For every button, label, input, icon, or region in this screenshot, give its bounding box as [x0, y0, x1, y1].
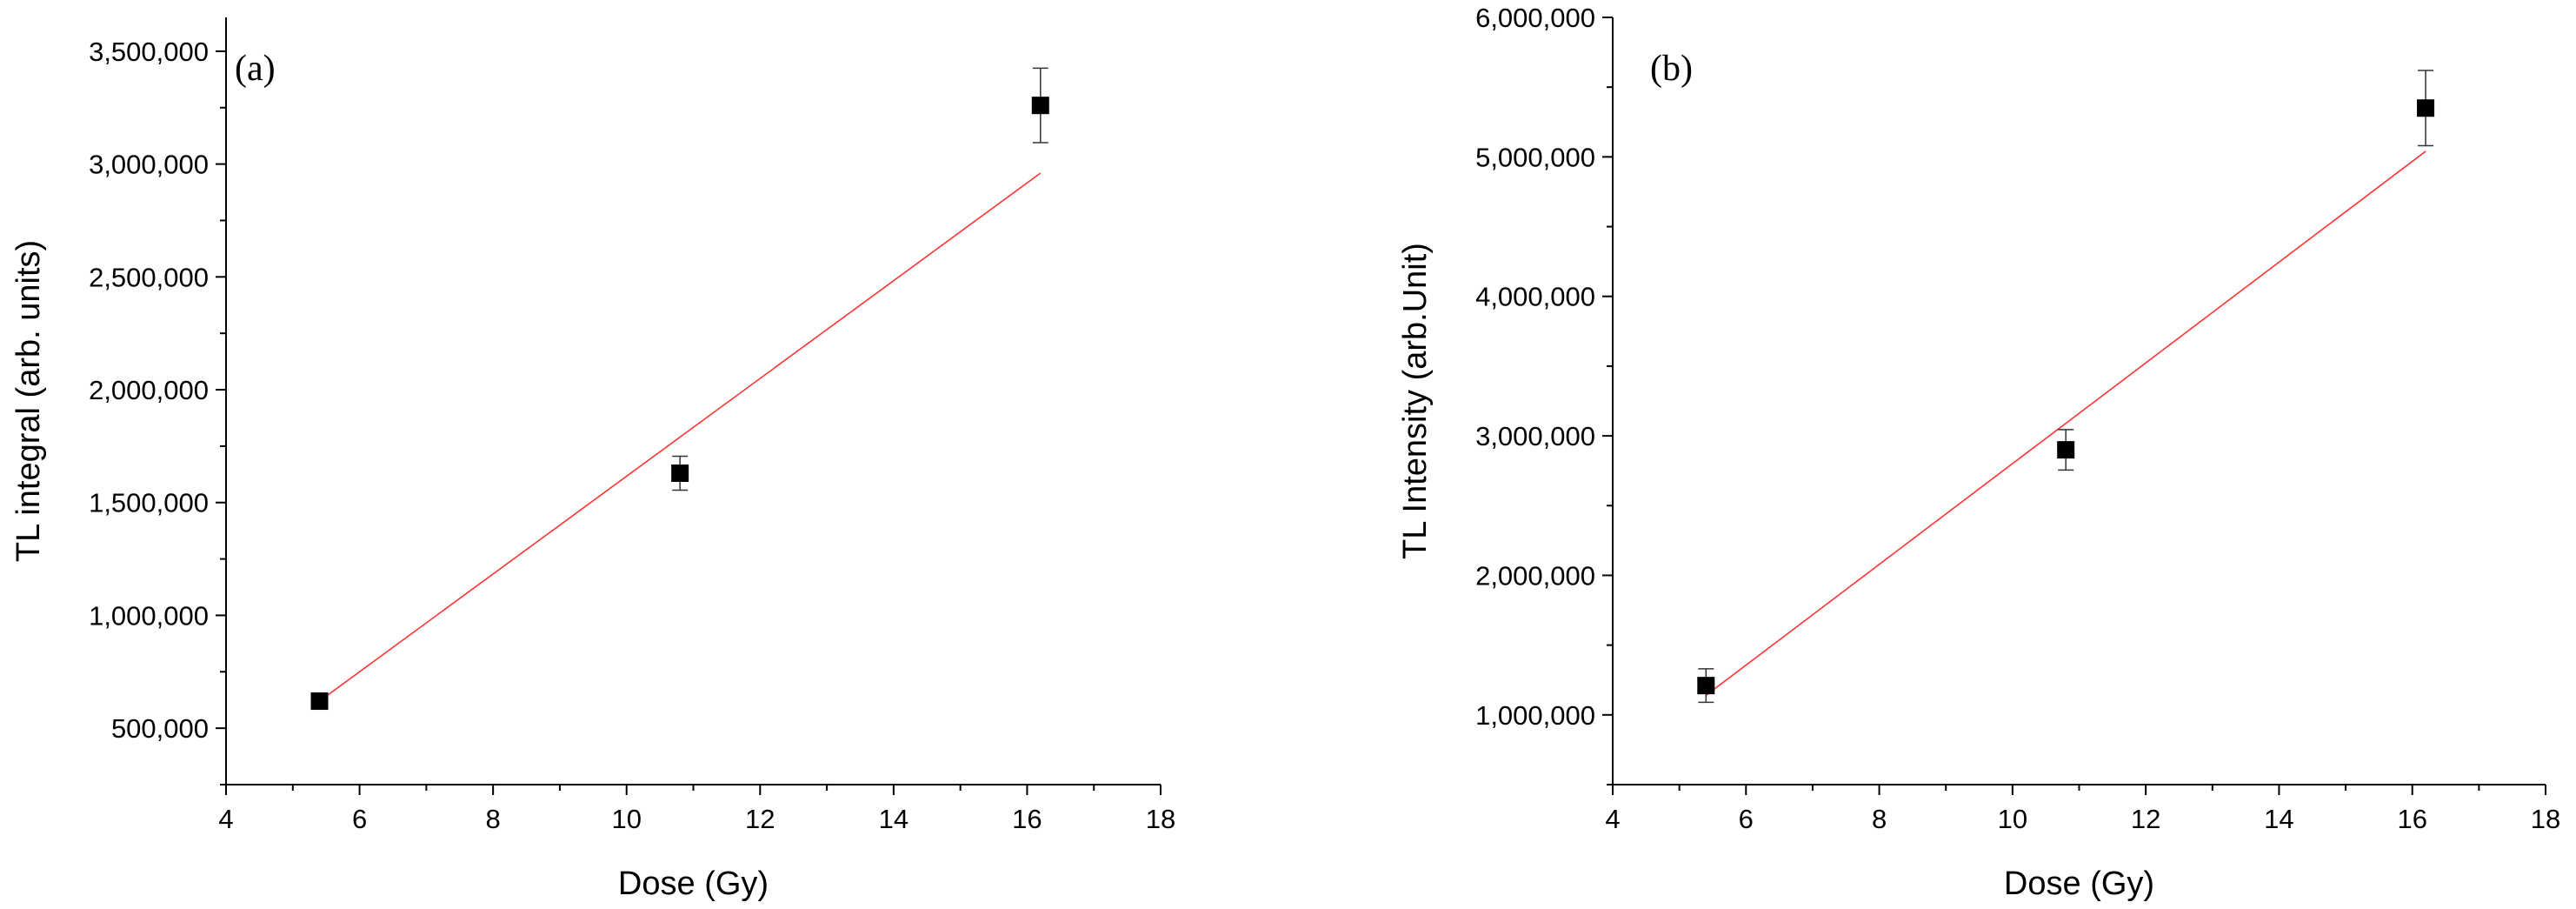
panel-a-y-tick-label: 1,500,000 — [89, 488, 209, 518]
panel-a-y-tick-label: 2,000,000 — [89, 375, 209, 405]
panel-a-x-tick-label: 4 — [218, 804, 233, 834]
panel-a-data-point — [310, 692, 329, 711]
panel-b-x-tick-label: 14 — [2264, 804, 2293, 834]
panel-b-x-axis-title: Dose (Gy) — [2004, 866, 2154, 902]
panel-a-y-tick-label: 3,000,000 — [89, 150, 209, 180]
panel-b-y-tick-label: 5,000,000 — [1475, 142, 1595, 172]
panel-b-x-tick-label: 6 — [1739, 804, 1754, 834]
panel-a: 4 6 8 10 12 14 16 18 500,000 1,000,000 1,500,000 2,… — [10, 17, 1175, 902]
panel-a-x-tick-label: 14 — [879, 804, 909, 834]
panel-b-x-tick-label: 16 — [2397, 804, 2426, 834]
panel-b-panel-tag: (b) — [1650, 49, 1693, 89]
panel-b-data-point — [2057, 441, 2075, 459]
panel-a-y-axis-title: TL integral (arb. units) — [10, 240, 47, 562]
panel-a-y-tick-label: 2,500,000 — [89, 262, 209, 292]
panel-b-y-axis-title: TL Intensity (arb.Unit) — [1397, 243, 1434, 559]
panel-b-x-tick-label: 10 — [1998, 804, 2027, 834]
panel-b-data-point — [2417, 99, 2435, 117]
panel-b-x-tick-label: 8 — [1872, 804, 1887, 834]
panel-a-x-tick-label: 8 — [486, 804, 501, 834]
panel-a-x-tick-label: 18 — [1146, 804, 1175, 834]
panel-b-y-tick-label: 6,000,000 — [1475, 3, 1595, 33]
panel-a-x-tick-label: 16 — [1012, 804, 1042, 834]
panel-b-y-tick-label: 4,000,000 — [1475, 282, 1595, 312]
panel-b-y-tick-label: 2,000,000 — [1475, 560, 1595, 591]
panel-a-data-point — [1031, 97, 1049, 115]
panel-b-x-tick-label: 4 — [1605, 804, 1620, 834]
panel-a-panel-tag: (a) — [235, 49, 276, 89]
panel-b-data-point — [1697, 677, 1715, 695]
panel-a-x-tick-label: 6 — [352, 804, 367, 834]
panel-b-y-tick-label: 3,000,000 — [1475, 421, 1595, 451]
panel-b-x-tick-label: 18 — [2531, 804, 2560, 834]
panel-a-y-tick-label: 500,000 — [111, 713, 209, 744]
panel-b-x-tick-label: 12 — [2131, 804, 2160, 834]
panel-a-x-tick-label: 10 — [611, 804, 641, 834]
panel-b-y-tick-label: 1,000,000 — [1475, 700, 1595, 731]
panel-a-x-axis-title: Dose (Gy) — [618, 866, 769, 902]
panel-b: 4 6 8 10 12 14 16 18 1,000,000 2,000,000 3,000,000… — [1397, 3, 2560, 902]
panel-b-fit-line — [1705, 150, 2426, 697]
panel-a-y-tick-label: 1,000,000 — [89, 600, 209, 631]
panel-a-fit-line — [319, 172, 1042, 702]
panel-a-y-tick-label: 3,500,000 — [89, 37, 209, 67]
panel-a-x-tick-label: 12 — [745, 804, 775, 834]
panel-a-data-point — [671, 465, 689, 483]
